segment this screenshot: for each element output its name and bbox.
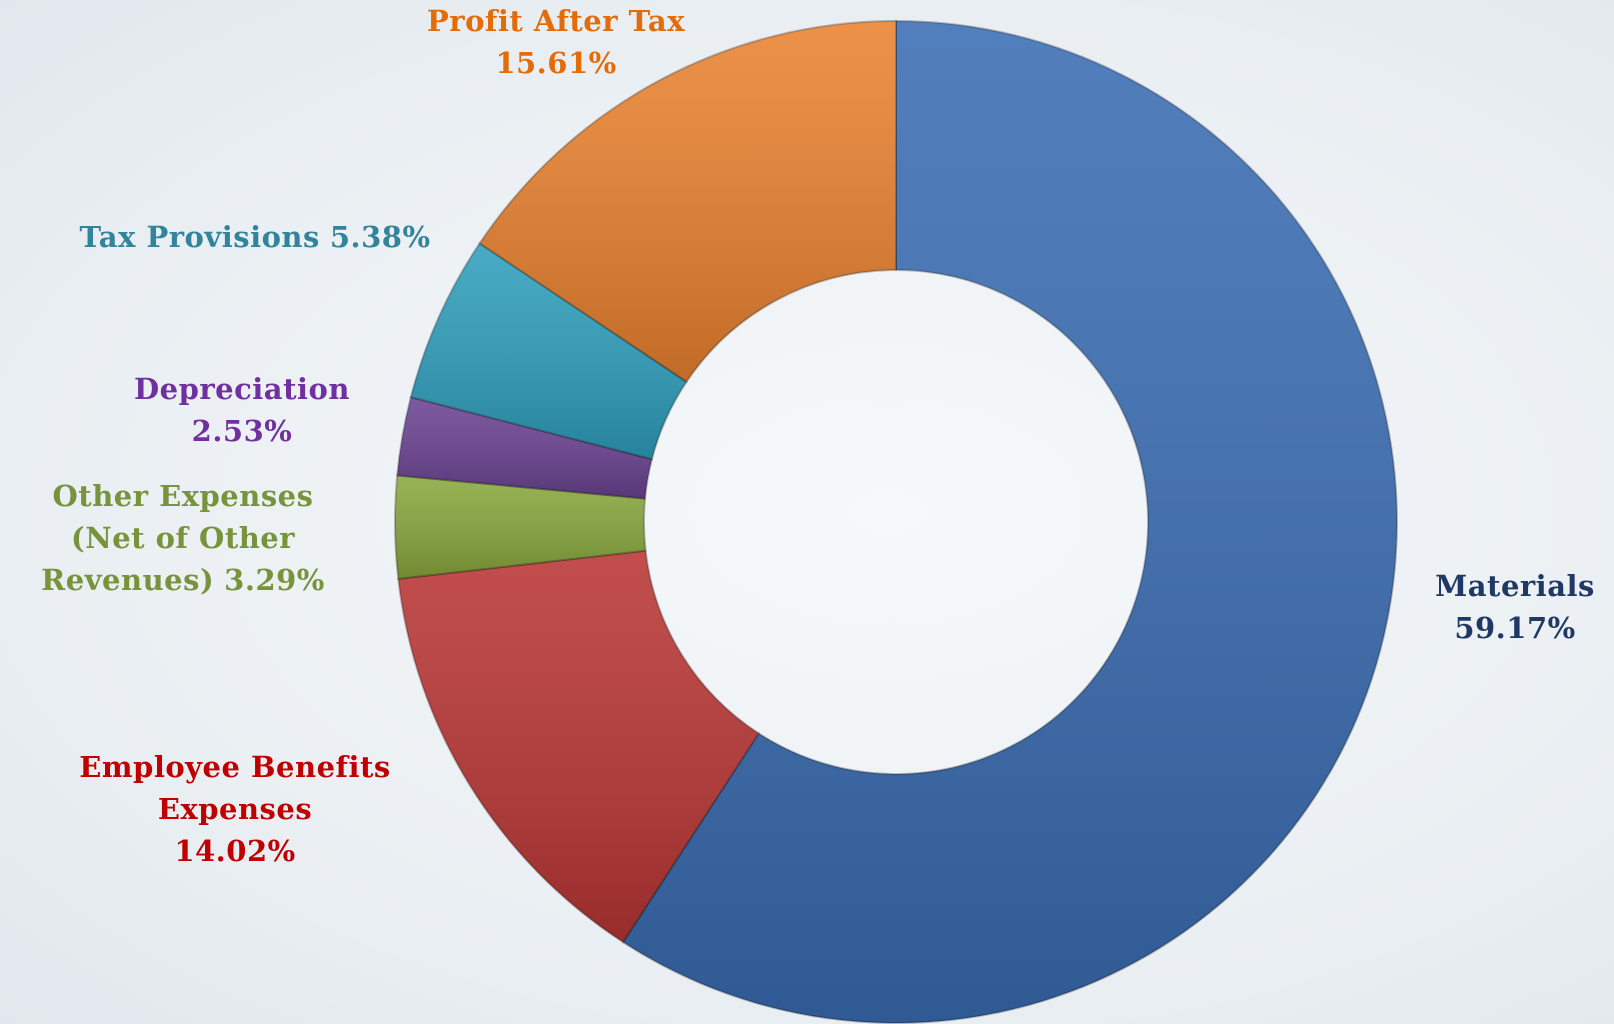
data-label: Other Expenses (Net of Other Revenues) 3.… [13,475,353,601]
label-name: Employee Benefits Expenses [79,750,391,826]
label-value: 3.29% [224,563,325,597]
data-label: Profit After Tax 15.61% [386,0,726,84]
label-name: Tax Provisions [79,220,320,254]
label-name: Profit After Tax [427,4,685,38]
label-value: 2.53% [191,414,293,448]
data-label: Depreciation 2.53% [92,368,392,452]
label-name: Depreciation [134,372,350,406]
label-value: 59.17% [1454,611,1576,645]
label-name: Materials [1435,569,1595,603]
data-label: Employee Benefits Expenses 14.02% [60,746,410,872]
label-value: 5.38% [329,220,431,254]
label-value: 15.61% [495,46,617,80]
data-label: Tax Provisions 5.38% [75,216,435,258]
label-name: Other Expenses (Net of Other Revenues) [41,479,314,597]
label-value: 14.02% [174,834,296,868]
data-label: Materials 59.17% [1395,565,1614,649]
